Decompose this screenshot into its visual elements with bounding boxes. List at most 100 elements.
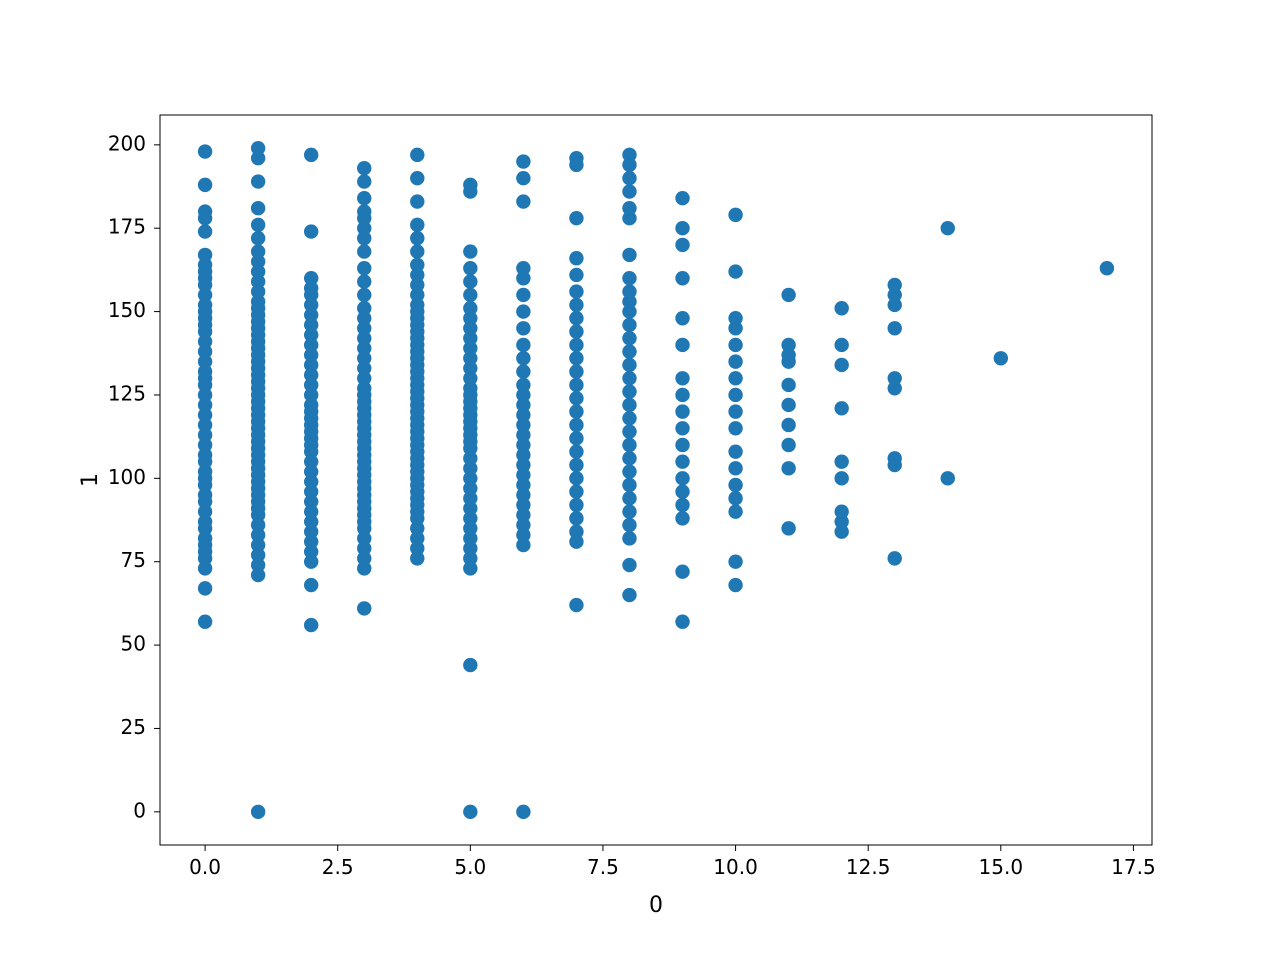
scatter-point xyxy=(834,471,848,485)
scatter-point xyxy=(675,454,689,468)
x-tick-label: 2.5 xyxy=(322,855,354,879)
scatter-point xyxy=(728,354,742,368)
scatter-point xyxy=(994,351,1008,365)
y-tick-label: 75 xyxy=(121,548,146,572)
y-tick-label: 150 xyxy=(108,298,146,322)
x-tick-label: 7.5 xyxy=(587,855,619,879)
scatter-point xyxy=(357,274,371,288)
scatter-point xyxy=(516,351,530,365)
scatter-point xyxy=(728,338,742,352)
scatter-point xyxy=(569,418,583,432)
scatter-point xyxy=(622,371,636,385)
scatter-point xyxy=(622,504,636,518)
scatter-point xyxy=(622,478,636,492)
scatter-point xyxy=(728,404,742,418)
scatter-point xyxy=(675,311,689,325)
scatter-point xyxy=(888,551,902,565)
scatter-point xyxy=(622,491,636,505)
scatter-point xyxy=(622,518,636,532)
scatter-point xyxy=(728,478,742,492)
scatter-point xyxy=(516,288,530,302)
scatter-point xyxy=(622,344,636,358)
y-tick-label: 25 xyxy=(121,715,146,739)
scatter-point xyxy=(834,454,848,468)
scatter-point xyxy=(675,338,689,352)
scatter-point xyxy=(198,581,212,595)
scatter-point xyxy=(728,421,742,435)
scatter-point xyxy=(728,491,742,505)
scatter-point xyxy=(251,201,265,215)
scatter-point xyxy=(622,531,636,545)
scatter-point xyxy=(781,378,795,392)
scatter-point xyxy=(251,218,265,232)
scatter-point xyxy=(622,588,636,602)
scatter-point xyxy=(622,438,636,452)
scatter-point xyxy=(304,578,318,592)
scatter-point xyxy=(834,358,848,372)
scatter-point xyxy=(834,301,848,315)
y-tick-label: 0 xyxy=(133,798,146,822)
scatter-point xyxy=(198,144,212,158)
scatter-point xyxy=(516,378,530,392)
scatter-point xyxy=(410,194,424,208)
scatter-point xyxy=(569,444,583,458)
scatter-point xyxy=(781,521,795,535)
scatter-point xyxy=(569,324,583,338)
scatter-point xyxy=(675,191,689,205)
scatter-point xyxy=(357,601,371,615)
scatter-point xyxy=(304,618,318,632)
scatter-point xyxy=(781,338,795,352)
scatter-point xyxy=(516,261,530,275)
scatter-point xyxy=(569,338,583,352)
scatter-point xyxy=(569,524,583,538)
scatter-point xyxy=(622,358,636,372)
scatter-point xyxy=(569,351,583,365)
scatter-point xyxy=(781,418,795,432)
scatter-point xyxy=(516,304,530,318)
scatter-point xyxy=(622,411,636,425)
scatter-point xyxy=(728,264,742,278)
scatter-point xyxy=(781,438,795,452)
x-tick-label: 0.0 xyxy=(189,855,221,879)
y-tick-label: 50 xyxy=(121,632,146,656)
scatter-point xyxy=(622,248,636,262)
scatter-point xyxy=(888,451,902,465)
scatter-chart: 0.02.55.07.510.012.515.017.5025507510012… xyxy=(0,0,1280,960)
scatter-point xyxy=(569,484,583,498)
scatter-point xyxy=(304,148,318,162)
scatter-point xyxy=(675,471,689,485)
scatter-point xyxy=(198,615,212,629)
scatter-point xyxy=(888,278,902,292)
scatter-point xyxy=(251,805,265,819)
scatter-point xyxy=(728,208,742,222)
scatter-point xyxy=(622,464,636,478)
x-axis-label: 0 xyxy=(649,893,663,918)
scatter-point xyxy=(781,288,795,302)
scatter-point xyxy=(675,565,689,579)
scatter-point xyxy=(463,178,477,192)
scatter-point xyxy=(410,171,424,185)
scatter-point xyxy=(728,311,742,325)
scatter-point xyxy=(569,211,583,225)
scatter-point xyxy=(675,438,689,452)
scatter-point xyxy=(463,274,477,288)
scatter-point xyxy=(728,461,742,475)
scatter-point xyxy=(675,615,689,629)
scatter-point xyxy=(569,311,583,325)
y-tick-label: 175 xyxy=(108,215,146,239)
scatter-point xyxy=(357,174,371,188)
scatter-point xyxy=(675,404,689,418)
scatter-point xyxy=(410,258,424,272)
scatter-point xyxy=(622,318,636,332)
scatter-point xyxy=(516,338,530,352)
scatter-point xyxy=(622,451,636,465)
scatter-point xyxy=(569,511,583,525)
scatter-point xyxy=(304,224,318,238)
scatter-point xyxy=(622,331,636,345)
scatter-point xyxy=(569,404,583,418)
scatter-point xyxy=(516,154,530,168)
scatter-point xyxy=(304,271,318,285)
scatter-point xyxy=(888,371,902,385)
scatter-point xyxy=(622,148,636,162)
scatter-point xyxy=(834,504,848,518)
